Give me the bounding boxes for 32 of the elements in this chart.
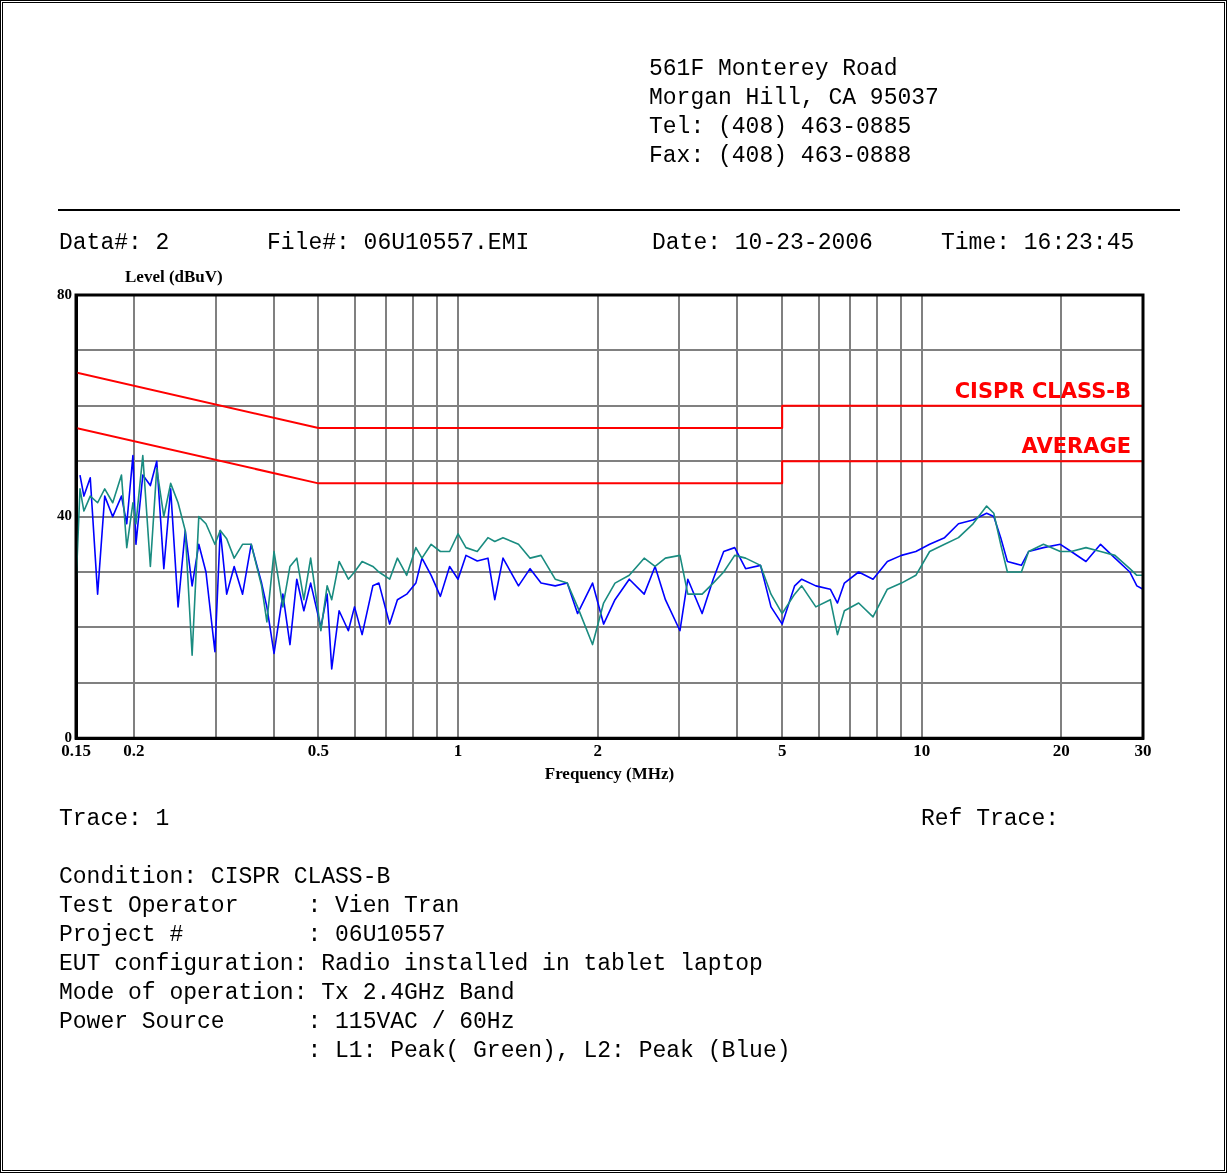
y-tick-label: 0 — [64, 729, 72, 746]
y-axis-title: Level (dBuV) — [125, 267, 223, 287]
series-label: CISPR CLASS-B — [954, 378, 1131, 403]
text: Power Source : 115VAC / 60Hz — [59, 1008, 516, 1037]
text: Trace: 1 — [59, 805, 170, 834]
text: Data#: 2 — [59, 229, 170, 258]
y-tick-label: 40 — [57, 507, 72, 524]
text: Mode of operation: Tx 2.4GHz Band — [59, 979, 516, 1008]
x-tick-label: 0.5 — [307, 740, 330, 760]
text: : L1: Peak( Green), L2: Peak (Blue) — [306, 1037, 791, 1066]
series-label: AVERAGE — [1021, 434, 1131, 459]
x-tick-label: 2 — [593, 740, 602, 760]
x-axis-title: Frequency (MHz) — [544, 764, 675, 784]
text: Morgan Hill, CA 95037 — [649, 84, 939, 113]
text: Project # : 06U10557 — [59, 921, 447, 950]
text: 561F Monterey Road — [649, 55, 899, 84]
text: Condition: CISPR CLASS-B — [59, 863, 392, 892]
y-tick-label: 80 — [57, 285, 72, 302]
text: Fax: (408) 463-0888 — [649, 142, 913, 171]
x-tick-label: 0.2 — [123, 740, 145, 760]
text: Date: 10-23-2006 — [652, 229, 873, 258]
text: Test Operator : Vien Tran — [59, 892, 461, 921]
x-tick-label: 1 — [453, 740, 463, 760]
x-tick-label: 20 — [1052, 740, 1070, 760]
x-tick-label: 5 — [777, 740, 787, 760]
text: Tel: (408) 463-0885 — [649, 113, 913, 142]
x-tick-label: 10 — [913, 740, 931, 760]
text: EUT configuration: Radio installed in tablet laptop — [59, 950, 764, 979]
text: Ref Trace: — [921, 805, 1060, 834]
text: Time: 16:23:45 — [941, 229, 1135, 258]
text: File#: 06U10557.EMI — [267, 229, 530, 258]
x-tick-label: 30 — [1134, 740, 1152, 760]
